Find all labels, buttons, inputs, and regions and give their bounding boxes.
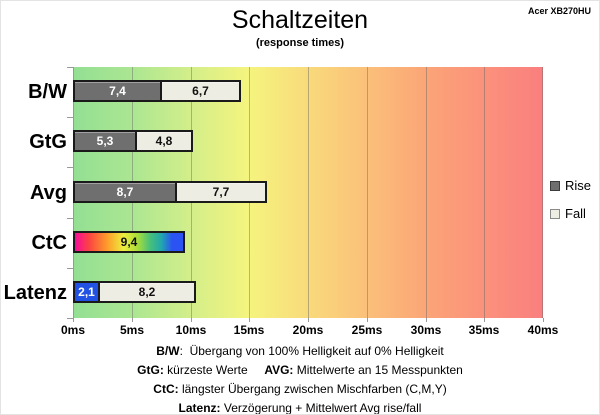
x-axis-tick bbox=[367, 318, 368, 322]
bar-row: 9,4 bbox=[73, 231, 185, 253]
footer-line: CtC: längster Übergang zwischen Mischfar… bbox=[1, 380, 599, 399]
chart-footnotes: B/W: Übergang von 100% Helligkeit auf 0%… bbox=[1, 342, 599, 415]
chart-subtitle: (response times) bbox=[255, 37, 345, 49]
bar-segment-rise: 7,4 bbox=[73, 80, 162, 102]
x-tick-label: 10ms bbox=[175, 323, 207, 337]
x-tick-label: 30ms bbox=[410, 323, 442, 337]
x-axis-tick bbox=[543, 318, 544, 322]
bar-row: 8,7 7,7 bbox=[73, 181, 267, 203]
footer-text bbox=[248, 363, 265, 377]
legend-item-rise: Rise bbox=[550, 178, 591, 193]
legend-swatch-rise bbox=[550, 180, 560, 191]
x-axis-tick bbox=[308, 318, 309, 322]
y-axis-tick bbox=[67, 117, 73, 118]
chart-plot: 7,4 6,7 5,3 4,8 8,7 7,7 9,4 2,1 8,2 bbox=[73, 67, 543, 318]
y-axis-tick bbox=[67, 318, 73, 319]
footer-text: Mittelwerte an 15 Messpunkten bbox=[293, 363, 463, 377]
legend-label: Fall bbox=[565, 206, 586, 221]
y-axis-tick bbox=[67, 67, 73, 68]
footer-line: B/W: Übergang von 100% Helligkeit auf 0%… bbox=[1, 342, 599, 361]
x-axis-tick bbox=[249, 318, 250, 322]
x-tick-label: 40ms bbox=[527, 323, 559, 337]
footer-text: Verzögerung + Mittelwert Avg rise/fall bbox=[220, 401, 422, 415]
bar-segment-ctc: 9,4 bbox=[73, 231, 185, 253]
x-tick-label: 25ms bbox=[351, 323, 383, 337]
bar-segment-latency: 2,1 bbox=[73, 281, 100, 303]
legend-swatch-fall bbox=[550, 208, 560, 219]
footer-text: kürzeste Werte bbox=[163, 363, 248, 377]
x-tick-label: 35ms bbox=[468, 323, 500, 337]
footer-text: B/W bbox=[156, 344, 180, 358]
bar-segment-rise: 8,7 bbox=[73, 181, 177, 203]
y-axis-tick bbox=[67, 167, 73, 168]
x-axis-tick bbox=[132, 318, 133, 322]
bar-row: 5,3 4,8 bbox=[73, 130, 193, 152]
gridline bbox=[542, 67, 543, 318]
footer-text: CtC: bbox=[153, 382, 179, 396]
device-label: Acer XB270HU bbox=[527, 6, 591, 16]
bar-segment-fall: 8,2 bbox=[98, 281, 196, 303]
bar-segment-fall: 4,8 bbox=[135, 130, 193, 152]
x-tick-label: 20ms bbox=[292, 323, 324, 337]
x-axis-tick bbox=[191, 318, 192, 322]
x-tick-label: 15ms bbox=[233, 323, 265, 337]
bar-segment-rise: 5,3 bbox=[73, 130, 137, 152]
x-axis-tick bbox=[426, 318, 427, 322]
footer-text: : Übergang von 100% Helligkeit auf 0% He… bbox=[179, 344, 444, 358]
footer-line: GtG: kürzeste Werte AVG: Mittelwerte an … bbox=[1, 361, 599, 380]
footer-line: Latenz: Verzögerung + Mittelwert Avg ris… bbox=[1, 399, 599, 415]
legend-item-fall: Fall bbox=[550, 206, 591, 221]
category-label: Avg bbox=[29, 182, 67, 204]
footer-text: GtG: bbox=[137, 363, 164, 377]
gridline bbox=[367, 67, 368, 318]
bar-row: 7,4 6,7 bbox=[73, 80, 241, 102]
category-label: GtG bbox=[29, 131, 67, 153]
x-tick-label: 5ms bbox=[119, 323, 145, 337]
bar-segment-fall: 6,7 bbox=[160, 80, 241, 102]
x-axis-tick bbox=[73, 318, 74, 322]
gridline bbox=[308, 67, 309, 318]
legend-label: Rise bbox=[565, 178, 592, 193]
category-label: CtC bbox=[31, 232, 67, 254]
gridline bbox=[426, 67, 427, 318]
x-tick-label: 0ms bbox=[60, 323, 86, 337]
footer-text: AVG: bbox=[264, 363, 294, 377]
chart-title: Schaltzeiten bbox=[231, 6, 369, 34]
gridline bbox=[484, 67, 485, 318]
bar-row: 2,1 8,2 bbox=[73, 281, 196, 303]
category-label: B/W bbox=[28, 81, 67, 103]
y-axis-tick bbox=[67, 268, 73, 269]
footer-text: Latenz: bbox=[178, 401, 221, 415]
x-axis-tick bbox=[484, 318, 485, 322]
y-axis-tick bbox=[67, 218, 73, 219]
chart-legend: Rise Fall bbox=[550, 178, 591, 234]
category-label: Latenz bbox=[3, 282, 67, 304]
footer-text: längster Übergang zwischen Mischfarben (… bbox=[178, 382, 447, 396]
bar-segment-fall: 7,7 bbox=[175, 181, 267, 203]
